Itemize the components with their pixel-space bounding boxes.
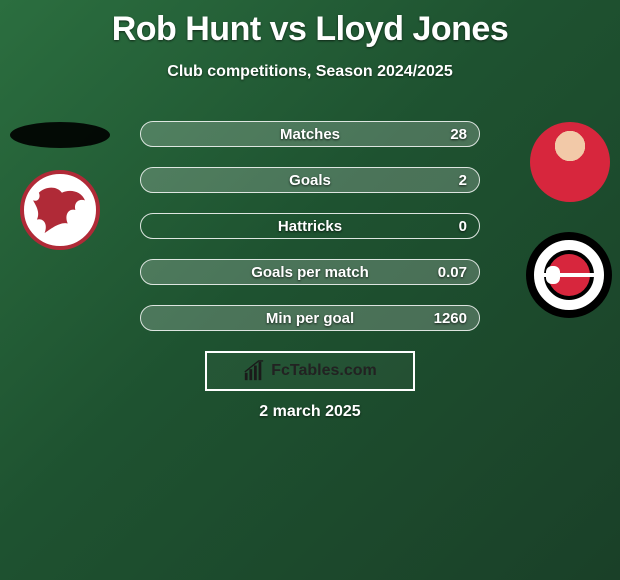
stat-row: Matches 28 — [140, 121, 480, 147]
stat-label: Goals — [289, 172, 331, 189]
stat-label: Goals per match — [251, 264, 369, 281]
chart-icon — [243, 360, 265, 382]
brand-text: FcTables.com — [271, 362, 377, 380]
subtitle: Club competitions, Season 2024/2025 — [0, 63, 620, 81]
stats-container: Matches 28 Goals 2 Hattricks 0 Goals per match… — [140, 121, 480, 331]
wyvern-icon — [31, 185, 89, 235]
stat-value: 0 — [459, 218, 467, 235]
club-right-badge — [526, 232, 612, 318]
stat-row: Hattricks 0 — [140, 213, 480, 239]
stat-row: Goals per match 0.07 — [140, 259, 480, 285]
stat-label: Min per goal — [266, 310, 354, 327]
stat-label: Hattricks — [278, 218, 342, 235]
page-title: Rob Hunt vs Lloyd Jones — [0, 0, 620, 49]
brand-badge[interactable]: FcTables.com — [205, 351, 415, 391]
stat-label: Matches — [280, 126, 340, 143]
date-text: 2 march 2025 — [0, 403, 620, 421]
stat-value: 28 — [450, 126, 467, 143]
stat-row: Goals 2 — [140, 167, 480, 193]
stat-value: 0.07 — [438, 264, 467, 281]
stat-value: 1260 — [434, 310, 467, 327]
player-right-avatar — [530, 122, 610, 202]
stat-value: 2 — [459, 172, 467, 189]
club-left-badge — [20, 170, 100, 250]
player-left-avatar — [10, 122, 110, 148]
stat-row: Min per goal 1260 — [140, 305, 480, 331]
